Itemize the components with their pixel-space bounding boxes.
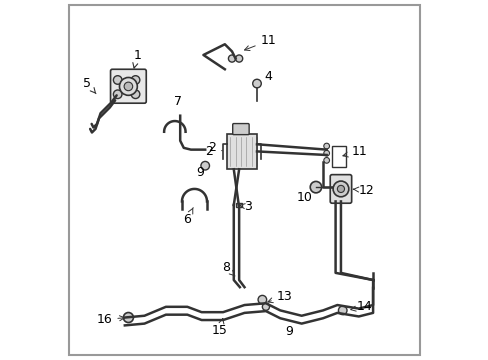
Text: 4: 4 xyxy=(264,70,271,83)
Text: 5: 5 xyxy=(83,77,96,94)
FancyBboxPatch shape xyxy=(329,175,351,203)
Text: 9: 9 xyxy=(285,325,292,338)
FancyBboxPatch shape xyxy=(110,69,146,103)
Circle shape xyxy=(323,157,329,163)
Circle shape xyxy=(258,296,266,304)
Bar xyxy=(331,146,346,167)
Text: 13: 13 xyxy=(267,290,292,303)
Circle shape xyxy=(332,181,348,197)
Text: 15: 15 xyxy=(211,319,227,337)
Circle shape xyxy=(228,55,235,62)
Circle shape xyxy=(338,306,346,315)
Circle shape xyxy=(113,76,122,84)
Circle shape xyxy=(262,303,269,310)
Circle shape xyxy=(131,90,140,99)
Circle shape xyxy=(201,161,209,170)
FancyBboxPatch shape xyxy=(232,123,248,135)
Text: 2: 2 xyxy=(204,145,212,158)
Text: 11: 11 xyxy=(342,145,366,158)
Circle shape xyxy=(235,55,242,62)
Circle shape xyxy=(252,79,261,88)
Text: 9: 9 xyxy=(196,166,203,179)
Circle shape xyxy=(323,150,329,156)
Circle shape xyxy=(123,312,133,323)
Circle shape xyxy=(124,82,132,91)
Text: 3: 3 xyxy=(239,201,252,213)
Text: 14: 14 xyxy=(350,300,372,314)
Text: 7: 7 xyxy=(174,95,182,108)
Text: 16: 16 xyxy=(97,313,124,326)
Circle shape xyxy=(119,77,137,95)
Circle shape xyxy=(309,181,321,193)
Text: 8: 8 xyxy=(222,261,235,276)
Circle shape xyxy=(113,90,122,99)
Text: 1: 1 xyxy=(133,49,141,68)
Circle shape xyxy=(131,76,140,84)
Text: 10: 10 xyxy=(296,191,312,204)
Bar xyxy=(235,203,242,207)
Text: 6: 6 xyxy=(183,208,193,226)
Circle shape xyxy=(337,185,344,193)
Text: 2: 2 xyxy=(208,141,222,154)
Text: 12: 12 xyxy=(352,184,374,197)
Bar xyxy=(226,134,257,169)
Circle shape xyxy=(323,143,329,149)
Text: 11: 11 xyxy=(244,34,276,50)
